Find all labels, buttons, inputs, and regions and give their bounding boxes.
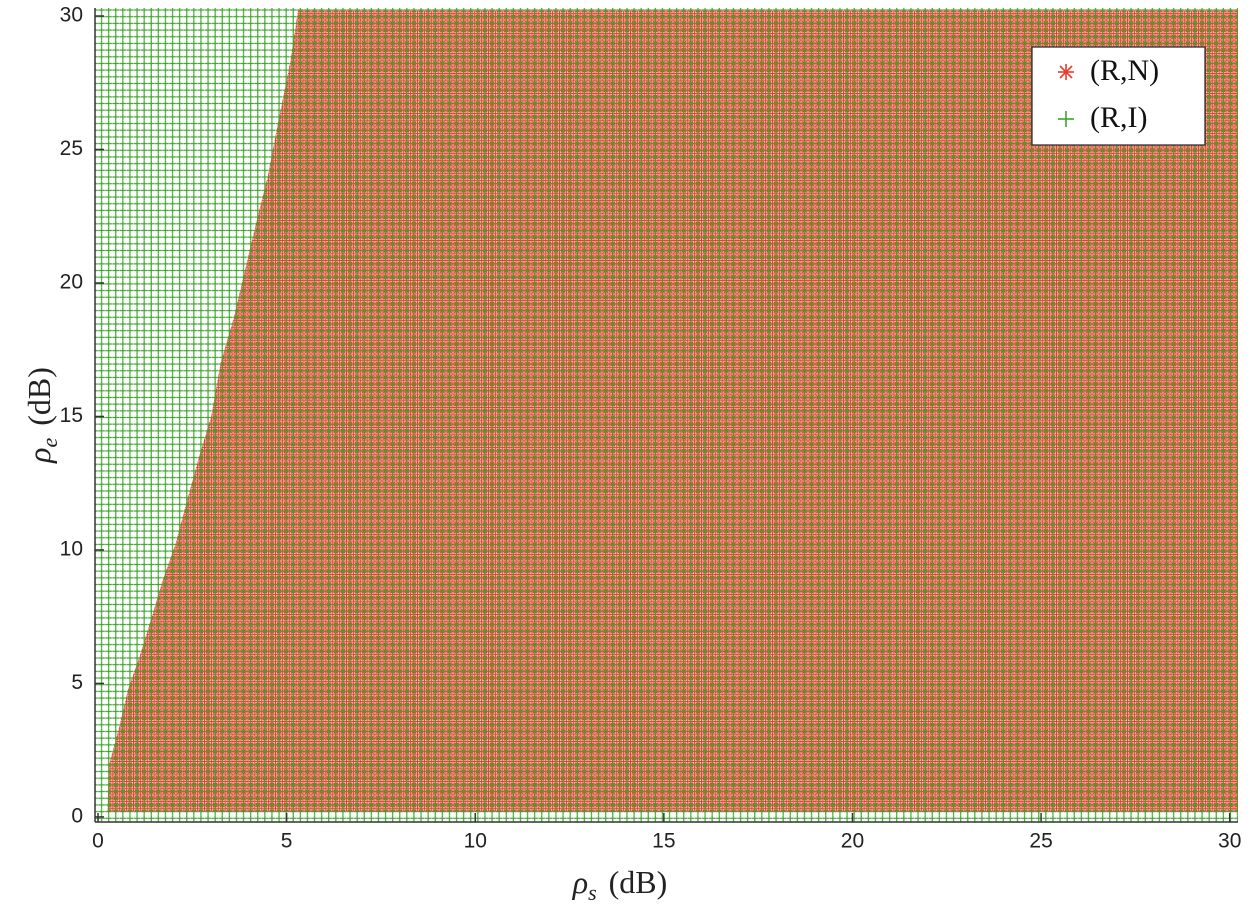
x-tick-label: 30 — [1218, 830, 1241, 853]
x-tick-label: 25 — [1029, 830, 1052, 853]
y-tick-label: 15 — [60, 404, 83, 427]
y-tick-label: 20 — [60, 271, 83, 294]
x-label-unit: (dB) — [609, 864, 668, 900]
region-left — [95, 8, 1238, 822]
x-tick-label: 15 — [652, 830, 675, 853]
legend-marker — [1058, 111, 1074, 127]
legend-marker — [1058, 64, 1074, 80]
y-tick-label: 25 — [60, 137, 83, 160]
legend-label: (R,I) — [1090, 101, 1147, 134]
x-tick-label: 5 — [281, 830, 293, 853]
x-label-subscript: s — [588, 880, 597, 905]
x-label-symbol: ρ — [572, 864, 588, 900]
y-tick-label: 5 — [71, 671, 83, 694]
x-axis-label: ρs (dB) — [572, 864, 668, 905]
x-tick-label: 10 — [464, 830, 487, 853]
y-label-subscript: e — [37, 438, 62, 448]
x-tick-label: 0 — [92, 830, 104, 853]
y-axis-label: ρe (dB) — [21, 367, 62, 464]
y-label-symbol: ρ — [21, 448, 57, 464]
y-tick-label: 0 — [71, 804, 83, 827]
legend-label: (R,N) — [1090, 54, 1159, 87]
y-tick-label: 30 — [60, 4, 83, 27]
x-tick-label: 20 — [841, 830, 864, 853]
y-tick-label: 10 — [60, 538, 83, 561]
legend-box — [1031, 46, 1206, 146]
marker-stroke — [1059, 65, 1073, 79]
y-label-unit: (dB) — [21, 367, 57, 426]
